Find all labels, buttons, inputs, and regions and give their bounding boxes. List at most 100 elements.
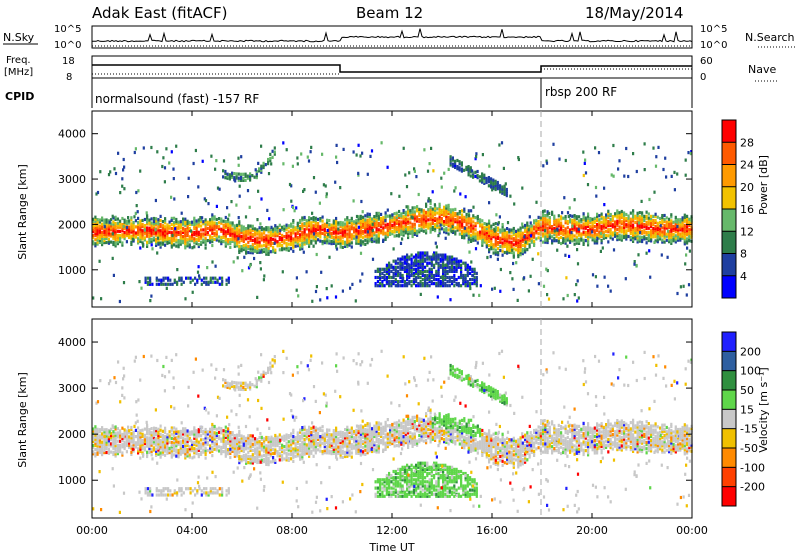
- power-cell: [410, 263, 413, 267]
- velocity-cell: [188, 453, 191, 457]
- power-cell: [625, 212, 628, 217]
- power-cell: [247, 266, 251, 270]
- power-cell: [399, 263, 402, 267]
- power-cell: [245, 243, 248, 247]
- power-cell: [233, 232, 236, 236]
- power-cell: [163, 166, 167, 170]
- power-cell: [460, 265, 463, 269]
- power-cell: [401, 265, 404, 269]
- velocity-cell: [285, 452, 288, 456]
- power-cell: [341, 221, 344, 225]
- power-cell: [385, 278, 388, 282]
- power-cell: [652, 146, 655, 150]
- power-cell: [139, 227, 142, 231]
- velocity-cell: [202, 450, 205, 454]
- power-cell: [548, 234, 551, 238]
- power-cell: [166, 227, 169, 231]
- power-cell: [366, 172, 369, 176]
- velocity-cell: [211, 431, 214, 435]
- velocity-cell: [168, 451, 171, 455]
- power-cell: [157, 220, 160, 224]
- power-cell: [159, 229, 162, 233]
- power-cell: [189, 276, 192, 280]
- power-cell: [305, 219, 308, 223]
- power-cell: [474, 222, 477, 226]
- power-cell: [299, 235, 302, 239]
- power-cell: [466, 265, 469, 269]
- velocity-cell: [245, 457, 248, 461]
- power-cell: [326, 224, 329, 229]
- power-cell: [359, 251, 363, 255]
- power-cell: [466, 263, 469, 267]
- power-cell: [589, 221, 592, 225]
- power-cell: [371, 257, 375, 261]
- power-cell: [451, 267, 454, 271]
- power-cell: [325, 192, 328, 196]
- power-cell: [515, 248, 518, 252]
- power-cell: [94, 229, 97, 234]
- power-cell: [596, 239, 599, 243]
- power-cell: [407, 213, 410, 217]
- power-cell: [566, 236, 569, 240]
- power-cell: [593, 241, 596, 245]
- power-cell: [636, 240, 639, 244]
- power-cell: [647, 218, 650, 222]
- power-cell: [426, 251, 429, 255]
- power-cell: [384, 231, 387, 235]
- power-cell: [139, 223, 142, 227]
- power-cell: [292, 237, 295, 241]
- power-cell: [308, 238, 311, 242]
- power-cell: [224, 238, 227, 242]
- power-cell: [493, 286, 496, 290]
- power-cell: [571, 237, 574, 241]
- velocity-cell: [209, 431, 212, 436]
- power-cell: [629, 229, 632, 234]
- power-cell: [191, 234, 194, 239]
- power-cell: [679, 228, 682, 232]
- power-cell: [467, 211, 470, 215]
- power-cell: [645, 233, 648, 237]
- power-cell: [242, 231, 245, 235]
- velocity-cell: [137, 436, 140, 440]
- power-cell: [469, 168, 472, 172]
- power-cell: [578, 225, 581, 229]
- power-cell: [614, 228, 617, 232]
- power-cell: [123, 220, 126, 224]
- power-cell: [460, 263, 463, 267]
- velocity-cell: [191, 432, 194, 436]
- velocity-cell: [137, 432, 140, 436]
- power-cell: [566, 226, 569, 230]
- power-cell: [421, 263, 424, 267]
- power-cell: [659, 233, 662, 237]
- power-cell: [94, 221, 97, 225]
- power-cell: [427, 226, 430, 230]
- power-cell: [198, 274, 201, 278]
- velocity-cell: [164, 447, 167, 451]
- power-cell: [148, 228, 151, 232]
- power-cell: [249, 228, 252, 232]
- velocity-cell: [139, 435, 142, 439]
- power-cell: [134, 211, 137, 215]
- power-cell: [110, 240, 113, 244]
- power-cell: [461, 223, 464, 227]
- power-cell: [587, 218, 590, 222]
- power-cell: [92, 234, 95, 238]
- power-cell: [467, 233, 470, 237]
- power-cell: [643, 218, 646, 223]
- power-cell: [112, 224, 115, 228]
- velocity-cell: [211, 427, 214, 431]
- power-cell: [596, 229, 599, 233]
- power-cell: [546, 240, 549, 245]
- power-cell: [448, 261, 451, 265]
- power-cell: [467, 219, 470, 223]
- power-cell: [451, 261, 454, 265]
- power-cell: [143, 224, 146, 228]
- power-cell: [434, 224, 437, 229]
- power-cell: [381, 275, 384, 280]
- velocity-cell: [179, 429, 182, 433]
- power-cell: [175, 222, 178, 226]
- power-cell: [320, 270, 323, 274]
- power-cell: [159, 218, 162, 223]
- power-cell: [265, 244, 268, 248]
- power-cell: [285, 244, 288, 248]
